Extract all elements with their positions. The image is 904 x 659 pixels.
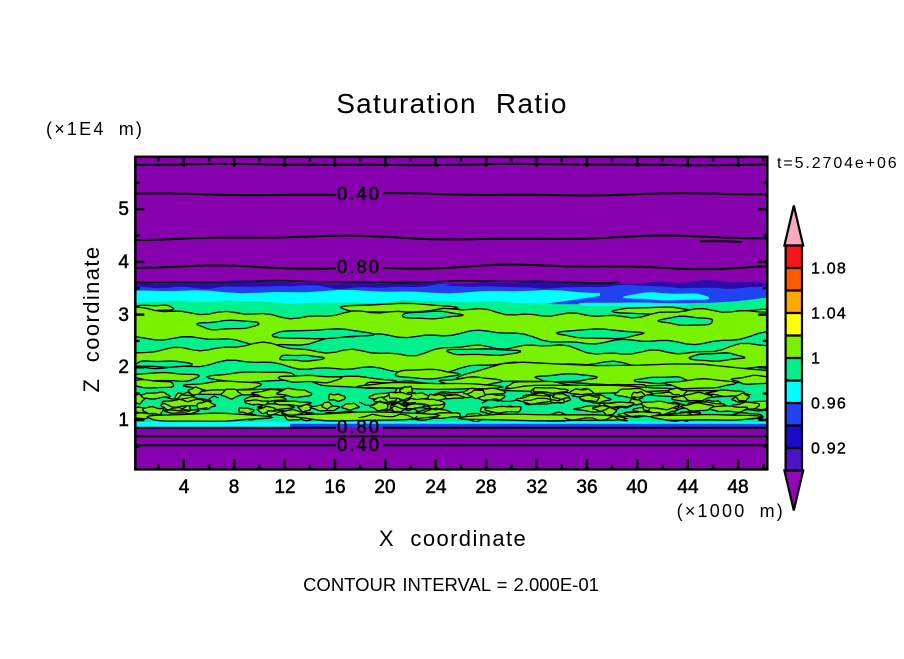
svg-text:28: 28 <box>475 477 496 498</box>
svg-text:4: 4 <box>179 477 190 498</box>
svg-text:48: 48 <box>727 477 748 498</box>
svg-text:t=5.2704e+06: t=5.2704e+06 <box>777 155 899 172</box>
svg-text:16: 16 <box>324 477 345 498</box>
svg-text:2: 2 <box>118 357 129 378</box>
svg-text:0.40: 0.40 <box>337 434 381 455</box>
svg-text:1: 1 <box>811 351 821 368</box>
svg-text:8: 8 <box>229 477 240 498</box>
svg-text:5: 5 <box>118 199 129 220</box>
svg-text:40: 40 <box>626 477 647 498</box>
svg-text:3: 3 <box>118 305 129 326</box>
svg-text:X coordinate: X coordinate <box>379 526 527 551</box>
svg-text:Saturation Ratio: Saturation Ratio <box>336 88 568 119</box>
svg-text:0.80: 0.80 <box>337 256 381 277</box>
svg-text:44: 44 <box>677 477 699 498</box>
svg-text:1: 1 <box>118 410 129 431</box>
svg-text:20: 20 <box>374 477 395 498</box>
svg-text:1.04: 1.04 <box>811 306 847 323</box>
svg-text:0.92: 0.92 <box>811 441 847 458</box>
svg-text:12: 12 <box>274 477 295 498</box>
svg-text:(×1E4 m): (×1E4 m) <box>46 119 144 139</box>
svg-text:0.96: 0.96 <box>811 396 847 413</box>
svg-text:Z coordinate: Z coordinate <box>79 245 104 392</box>
svg-text:32: 32 <box>526 477 547 498</box>
svg-text:0.80: 0.80 <box>337 416 381 437</box>
svg-text:36: 36 <box>576 477 597 498</box>
svg-text:24: 24 <box>425 477 447 498</box>
svg-text:CONTOUR INTERVAL = 2.000E-01: CONTOUR INTERVAL = 2.000E-01 <box>303 574 599 595</box>
svg-text:1.08: 1.08 <box>811 261 847 278</box>
svg-text:0.40: 0.40 <box>337 183 381 204</box>
svg-text:(×1000 m): (×1000 m) <box>677 501 785 521</box>
svg-text:4: 4 <box>118 252 129 273</box>
